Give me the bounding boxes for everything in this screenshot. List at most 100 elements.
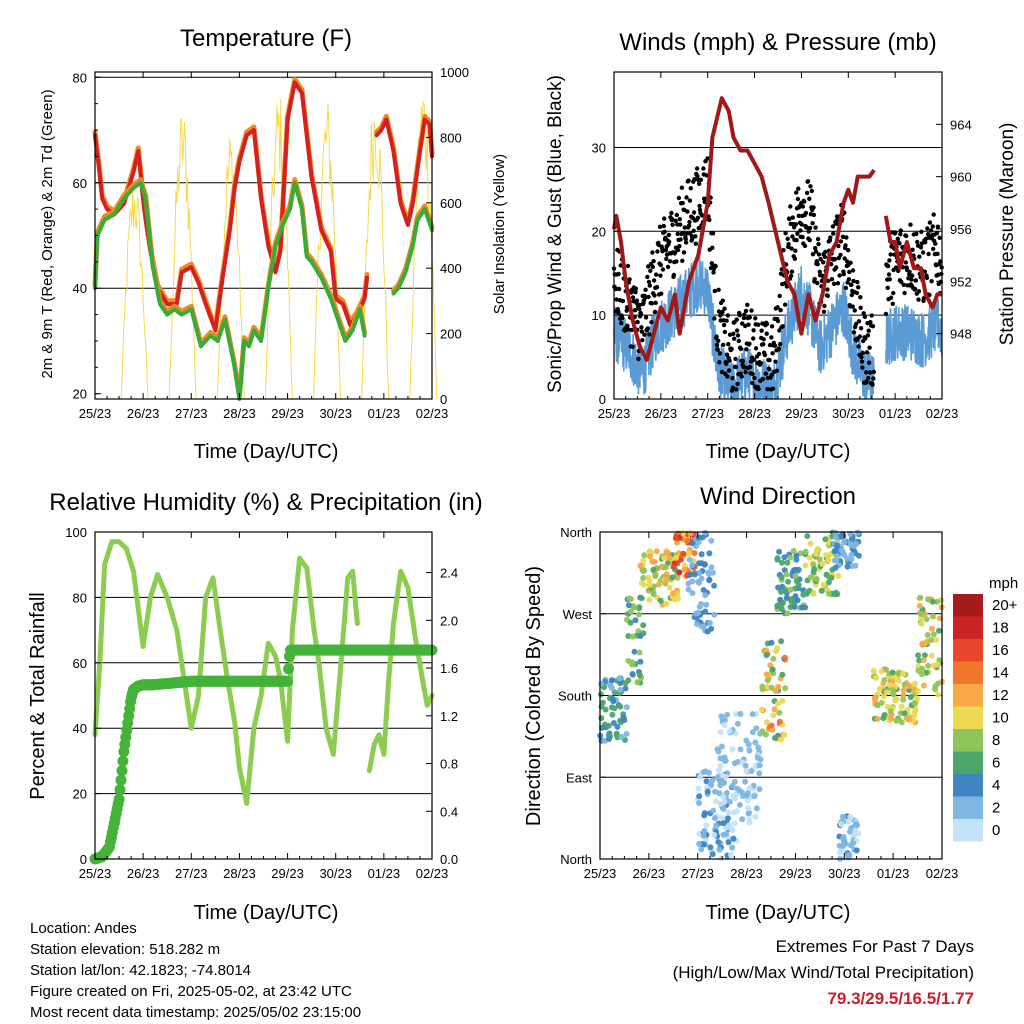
direction-point <box>703 778 710 785</box>
direction-point <box>701 841 708 848</box>
wind-gust-point <box>653 300 658 305</box>
direction-point <box>774 555 781 562</box>
y-right-tick-label: 1.6 <box>440 661 458 676</box>
wind-gust-point <box>781 248 786 253</box>
direction-point <box>687 571 694 578</box>
wind-gust-point <box>724 318 729 323</box>
y-tick-label: 20 <box>592 224 606 239</box>
wind-gust-point <box>675 231 680 237</box>
wind-gust-point <box>694 166 700 171</box>
direction-point <box>806 554 813 561</box>
wind-gust-point <box>677 217 682 222</box>
wind-gust-point <box>778 341 783 347</box>
wind-gust-point <box>761 342 766 347</box>
wind-gust-point <box>883 311 889 317</box>
legend-swatch <box>953 661 983 684</box>
direction-point <box>823 552 829 559</box>
direction-point <box>836 849 843 856</box>
y-tick-label: 60 <box>73 176 87 191</box>
direction-point <box>899 670 906 677</box>
y-tick-label: 0 <box>599 392 606 407</box>
direction-point <box>725 809 732 816</box>
direction-point <box>617 680 624 687</box>
wind-gust-point <box>649 301 655 306</box>
direction-point <box>749 729 756 736</box>
direction-point <box>752 762 759 769</box>
wind-gust-point <box>825 287 830 292</box>
wind-gust-point <box>858 305 863 310</box>
wind-gust-point <box>675 247 681 253</box>
direction-point <box>617 703 624 710</box>
direction-point <box>752 739 759 746</box>
wind-gust-point <box>693 234 698 239</box>
wind-gust-point <box>756 386 761 392</box>
direction-point <box>781 731 788 738</box>
wind-gust-point <box>720 309 725 315</box>
y-axis-label: Percent & Total Rainfall <box>27 592 49 800</box>
wind-gust-point <box>931 246 936 252</box>
direction-point <box>745 741 752 748</box>
wind-gust-point <box>890 301 895 306</box>
wind-gust-point <box>643 315 649 320</box>
speed-legend: mph 20+ 18 16 14 12 10 8 6 4 2 0 <box>953 575 1018 842</box>
wind-gust-point <box>659 291 664 296</box>
wind-gust-point <box>716 287 721 292</box>
direction-point <box>781 554 788 561</box>
wind-gust-point <box>721 342 726 347</box>
rainfall-point <box>283 663 294 675</box>
direction-point <box>661 555 668 562</box>
direction-point <box>934 598 941 605</box>
x-tick-label: 27/23 <box>175 866 208 881</box>
direction-point <box>602 706 609 713</box>
wind-gust-point <box>744 347 749 352</box>
direction-point <box>921 652 928 659</box>
wind-gust-point <box>770 386 776 391</box>
direction-point <box>925 596 931 603</box>
direction-point <box>666 584 673 591</box>
wind-gust-point <box>800 234 805 240</box>
wind-gust-point <box>834 265 839 270</box>
wind-gust-point <box>722 329 728 335</box>
x-tick-label: 02/23 <box>926 406 959 421</box>
humidity-line <box>366 568 435 774</box>
direction-point <box>756 786 763 793</box>
direction-point <box>807 574 814 581</box>
direction-point <box>787 586 794 593</box>
direction-point <box>697 774 704 780</box>
x-tick-label: 25/23 <box>598 406 631 421</box>
direction-point <box>753 725 760 732</box>
direction-point <box>818 587 825 594</box>
direction-point <box>736 801 743 808</box>
direction-point <box>888 715 895 722</box>
rainfall-point <box>117 755 129 767</box>
x-tick-label: 29/23 <box>271 406 304 421</box>
wind-gust-point <box>673 218 678 223</box>
x-axis-label: Time (Day/UTC) <box>194 441 339 463</box>
direction-point <box>838 821 845 828</box>
direction-point <box>698 551 705 558</box>
direction-point <box>646 596 653 603</box>
wind-gust-point <box>674 212 679 218</box>
wind-gust-point <box>904 233 909 239</box>
wind-gust-point <box>828 235 833 240</box>
direction-point <box>608 704 615 711</box>
wind-gust-point <box>924 275 930 281</box>
wind-gust-point <box>807 237 812 243</box>
direction-point <box>598 715 605 722</box>
wind-gust-point <box>908 222 913 227</box>
x-tick-label: 01/23 <box>877 866 910 881</box>
direction-point <box>636 649 643 656</box>
wind-gust-point <box>790 215 795 220</box>
direction-point <box>701 827 708 834</box>
wind-gust-point <box>746 322 751 327</box>
legend-label: 14 <box>992 665 1009 682</box>
wind-gust-point <box>729 346 734 352</box>
legend-label: 12 <box>992 687 1009 704</box>
direction-point <box>770 655 777 662</box>
wind-gust-point <box>831 281 837 286</box>
wind-gust-point <box>661 223 666 229</box>
wind-gust-point <box>796 213 801 218</box>
direction-point <box>918 611 925 618</box>
direction-point <box>823 571 830 578</box>
wind-gust-point <box>772 343 778 348</box>
